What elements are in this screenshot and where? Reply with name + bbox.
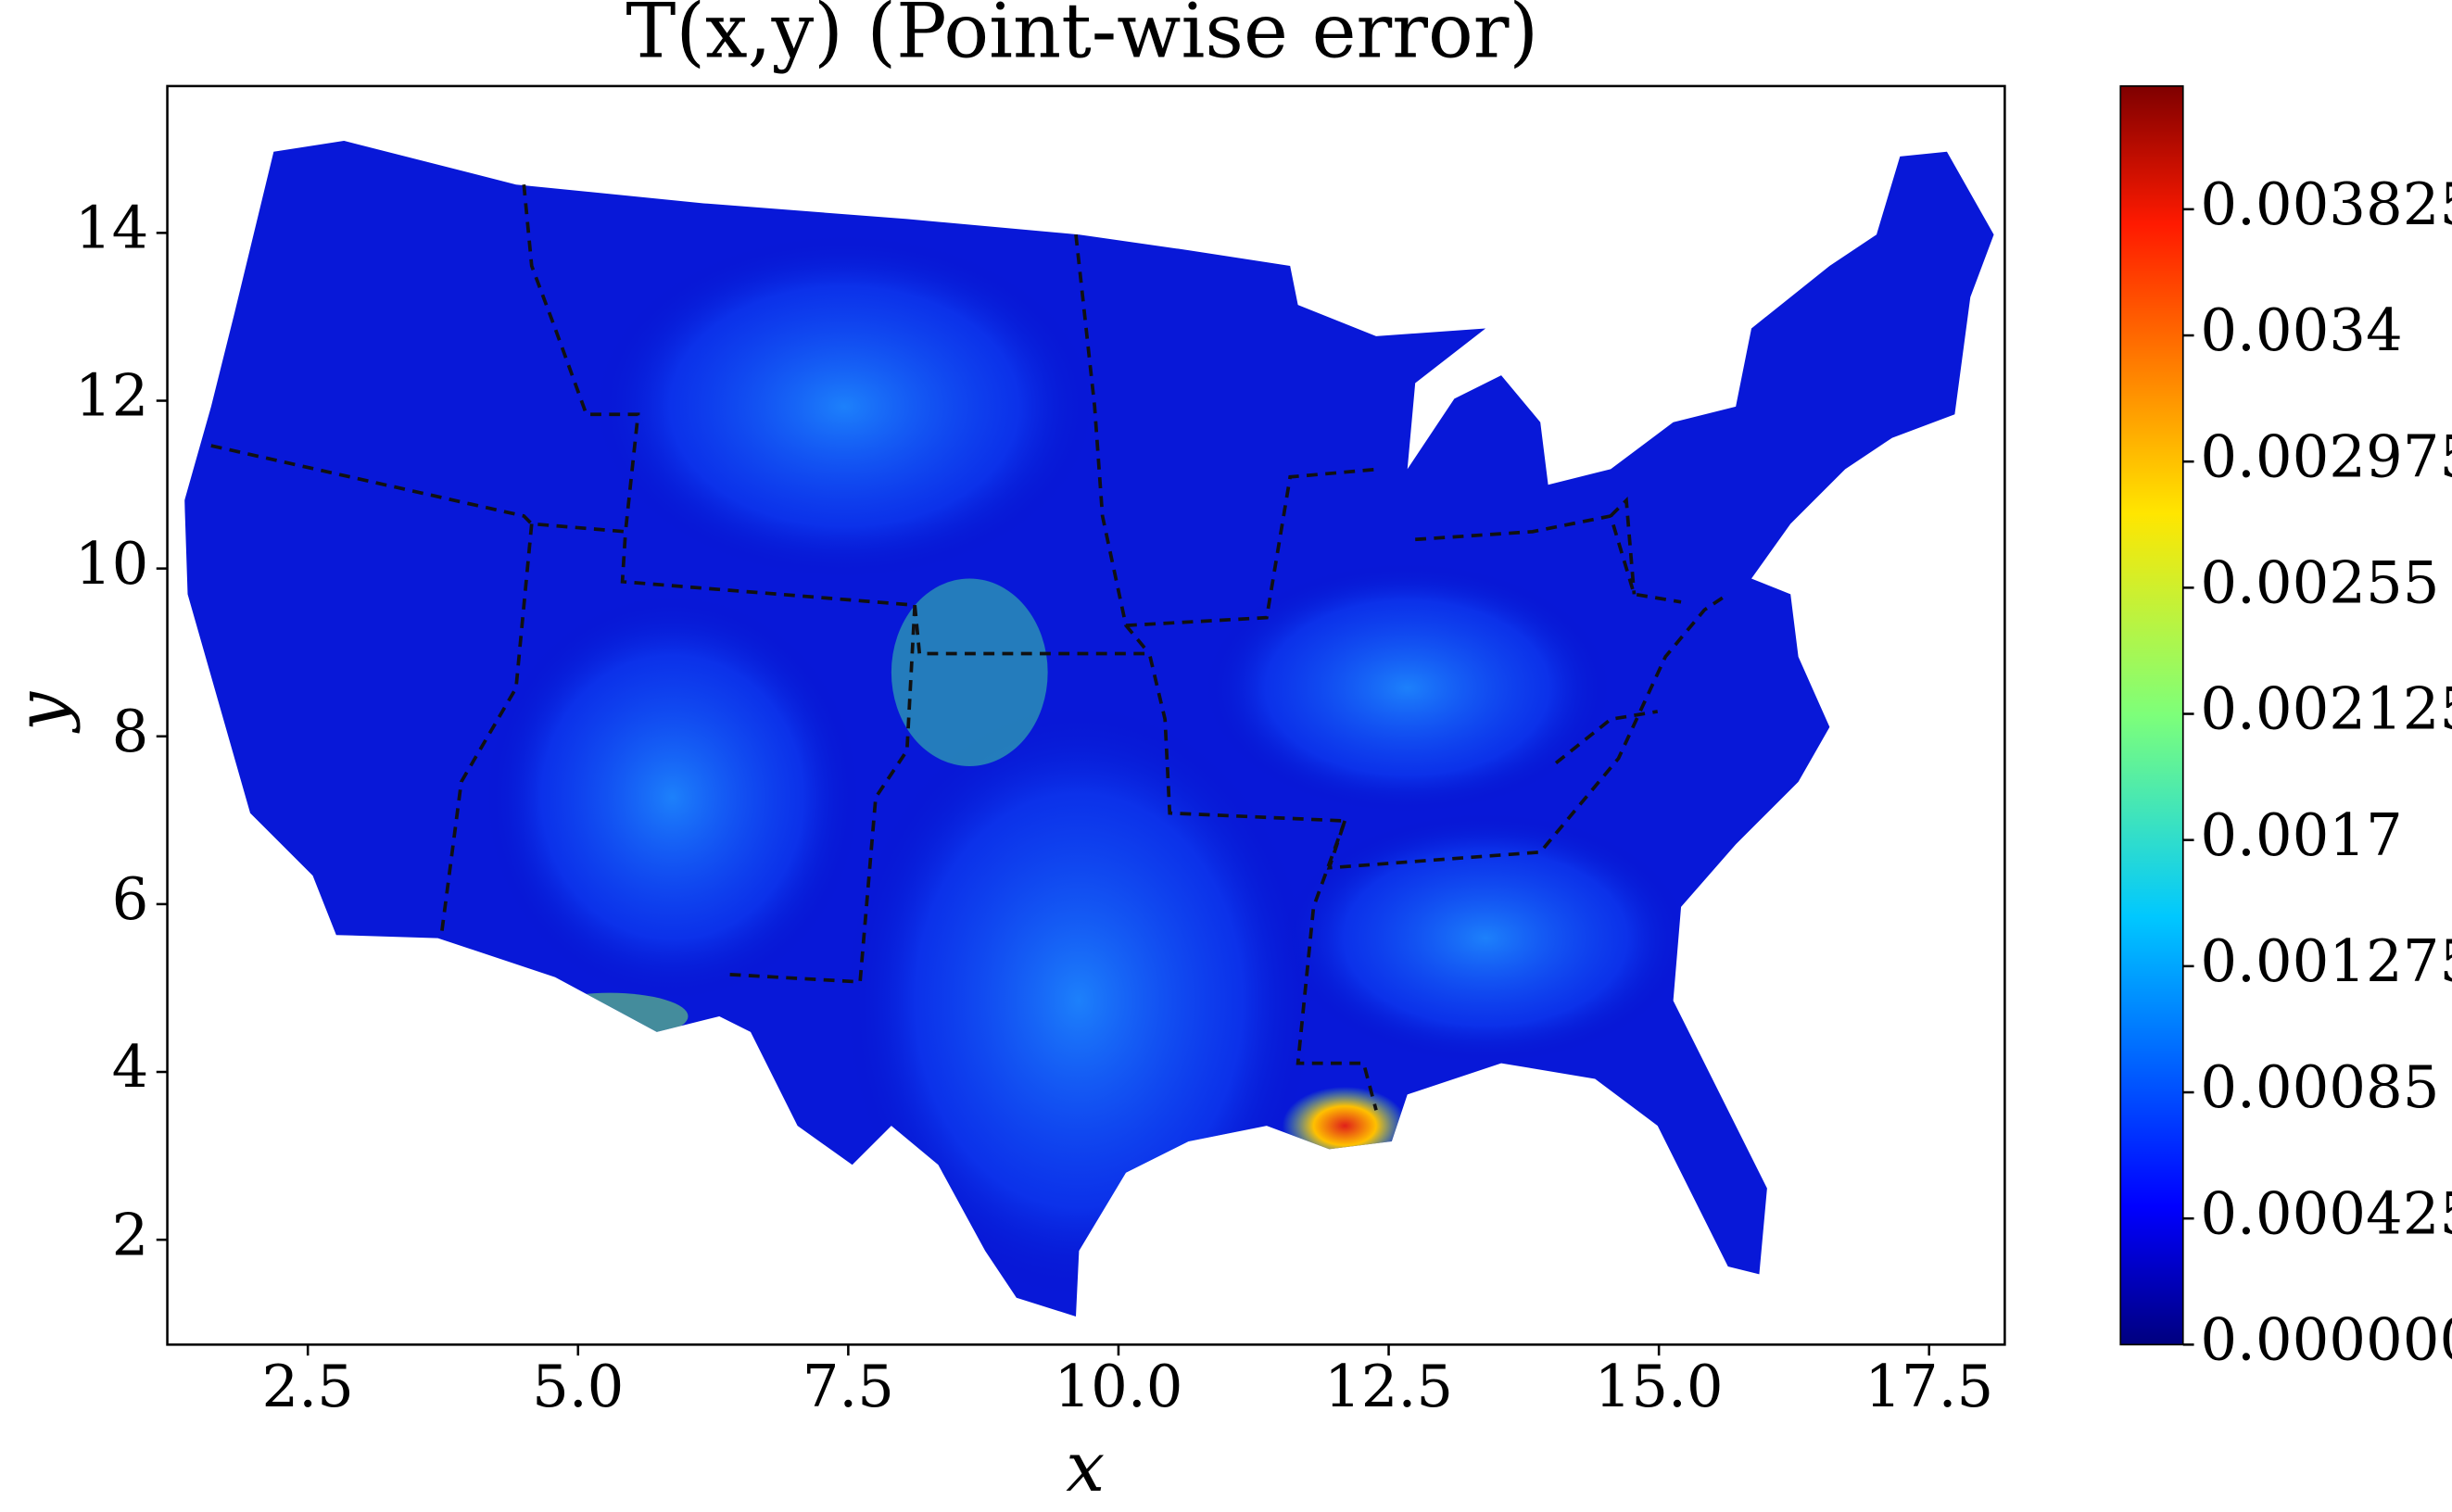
- x-tick-label: 10.0: [1054, 1353, 1182, 1420]
- y-tick-label: 14: [75, 195, 148, 262]
- colorbar-tick-label: 0.002125: [2200, 675, 2452, 743]
- colorbar-tick-label: 0.00085: [2200, 1053, 2439, 1121]
- colorbar-tick-label: 0.001275: [2200, 927, 2452, 995]
- y-tick-label: 6: [112, 865, 149, 933]
- state-borders: [210, 184, 1729, 1111]
- y-tick-label: 10: [75, 530, 148, 598]
- colorbar-tick-label: 0.000000: [2200, 1305, 2452, 1373]
- colorbar-tick-label: 0.003825: [2200, 170, 2452, 238]
- y-tick-label: 4: [112, 1033, 149, 1101]
- chart-title: T(x,y) (Point-wise error): [626, 0, 1538, 76]
- colorbar: [2119, 85, 2184, 1346]
- x-tick-label: 7.5: [803, 1353, 894, 1420]
- y-tick-label: 8: [112, 698, 149, 765]
- x-tick-label: 17.5: [1864, 1353, 1993, 1420]
- y-tick-label: 12: [75, 362, 148, 430]
- colorbar-tick-label: 0.000425: [2200, 1179, 2452, 1247]
- y-axis-label: y: [1, 691, 82, 734]
- colorbar-tick-label: 0.0017: [2200, 801, 2402, 869]
- x-axis-label: x: [1066, 1427, 1105, 1507]
- colorbar-tick-label: 0.0034: [2200, 296, 2402, 364]
- y-tick-label: 2: [112, 1201, 149, 1268]
- x-tick-label: 12.5: [1324, 1353, 1453, 1420]
- x-tick-label: 5.0: [532, 1353, 624, 1420]
- colorbar-tick-label: 0.002975: [2200, 422, 2452, 490]
- x-tick-label: 2.5: [262, 1353, 354, 1420]
- colorbar-tick-label: 0.00255: [2200, 548, 2439, 616]
- x-tick-label: 15.0: [1595, 1353, 1724, 1420]
